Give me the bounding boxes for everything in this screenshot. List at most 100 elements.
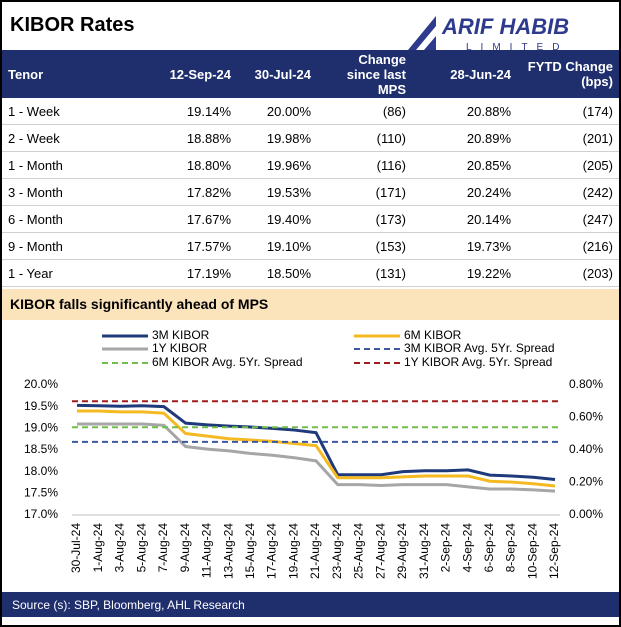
x-tick-label: 2-Sep-24 <box>439 523 453 573</box>
table-row: 1 - Month 18.80% 19.96% (116) 20.85% (205) <box>2 151 619 179</box>
table-cell: 20.14% <box>412 205 517 233</box>
y-tick-label: 18.5% <box>24 442 58 456</box>
logo: ARIF HABIB LIMITED <box>408 14 569 53</box>
x-tick-label: 31-Aug-24 <box>417 523 431 579</box>
table-row: 2 - Week 18.88% 19.98% (110) 20.89% (201) <box>2 124 619 152</box>
legend-label: 6M KIBOR Avg. 5Yr. Spread <box>152 355 303 369</box>
table-cell: 20.00% <box>237 98 317 125</box>
x-tick-label: 7-Aug-24 <box>156 523 170 573</box>
column-header: 12-Sep-24 <box>132 50 237 98</box>
table-cell: 1 - Week <box>2 98 132 125</box>
x-tick-label: 21-Aug-24 <box>308 523 322 579</box>
table-cell: 19.14% <box>132 98 237 125</box>
series-line <box>77 409 556 488</box>
table-cell: 1 - Year <box>2 259 132 287</box>
table-cell: 20.24% <box>412 178 517 206</box>
table-cell: 1 - Month <box>2 151 132 179</box>
table-cell: (203) <box>517 259 619 287</box>
x-tick-label: 3-Aug-24 <box>113 523 127 573</box>
source: Source (s): SBP, Bloomberg, AHL Research <box>12 598 245 612</box>
table-row: 1 - Year 17.19% 18.50% (131) 19.22% (203) <box>2 259 619 287</box>
chart: 17.0% 17.5% 18.0% 18.5% 19.0% 19.5% 20.0% 0.00%… <box>24 328 603 579</box>
y2-tick-label: 0.00% <box>569 507 603 521</box>
table-cell: 18.88% <box>132 124 237 152</box>
chart-title: KIBOR falls significantly ahead of MPS <box>10 296 269 312</box>
table-cell: 19.22% <box>412 259 517 287</box>
table-cell: 19.53% <box>237 178 317 206</box>
x-tick-label: 23-Aug-24 <box>330 523 344 579</box>
table-cell: (116) <box>317 151 412 179</box>
table-cell: (153) <box>317 232 412 260</box>
x-tick-label: 10-Sep-24 <box>525 523 539 579</box>
table-cell: (171) <box>317 178 412 206</box>
x-tick-label: 25-Aug-24 <box>352 523 366 579</box>
y2-tick-label: 0.80% <box>569 377 603 391</box>
column-header: 30-Jul-24 <box>237 50 317 98</box>
y-tick-label: 17.0% <box>24 507 58 521</box>
table-cell: 3 - Month <box>2 178 132 206</box>
table-cell: 17.19% <box>132 259 237 287</box>
y-tick-label: 18.0% <box>24 464 58 478</box>
x-tick-label: 17-Aug-24 <box>265 523 279 579</box>
x-tick-label: 8-Sep-24 <box>504 523 518 573</box>
x-tick-label: 19-Aug-24 <box>286 523 300 579</box>
y2-tick-label: 0.20% <box>569 475 603 489</box>
table-cell: (242) <box>517 178 619 206</box>
table-cell: 20.89% <box>412 124 517 152</box>
x-tick-label: 15-Aug-24 <box>243 523 257 579</box>
x-tick-label: 30-Jul-24 <box>69 523 83 573</box>
rates-table: Tenor 12-Sep-24 30-Jul-24 Change since last… <box>2 50 619 287</box>
table-cell: 6 - Month <box>2 205 132 233</box>
y2-tick-label: 0.40% <box>569 442 603 456</box>
table-cell: 19.73% <box>412 232 517 260</box>
column-header: Tenor <box>2 50 132 98</box>
series-line <box>76 403 556 481</box>
footer: Source (s): SBP, Bloomberg, AHL Research <box>2 592 619 617</box>
y-tick-label: 17.5% <box>24 486 58 500</box>
logo-icon <box>424 36 436 50</box>
y2-tick-label: 0.60% <box>569 410 603 424</box>
column-header: 28-Jun-24 <box>412 50 517 98</box>
legend-label: 1Y KIBOR <box>152 341 207 355</box>
table-cell: 18.50% <box>237 259 317 287</box>
table-cell: (205) <box>517 151 619 179</box>
legend-label: 1Y KIBOR Avg. 5Yr. Spread <box>404 355 552 369</box>
table-cell: (201) <box>517 124 619 152</box>
table-cell: 19.96% <box>237 151 317 179</box>
table-cell: 19.10% <box>237 232 317 260</box>
table-cell: (86) <box>317 98 412 125</box>
table-cell: 17.67% <box>132 205 237 233</box>
table-row: 1 - Week 19.14% 20.00% (86) 20.88% (174) <box>2 98 619 125</box>
x-tick-label: 4-Sep-24 <box>460 523 474 573</box>
y-tick-label: 19.0% <box>24 421 58 435</box>
table-cell: 20.85% <box>412 151 517 179</box>
x-tick-label: 5-Aug-24 <box>134 523 148 573</box>
table-cell: 17.82% <box>132 178 237 206</box>
chart-title-band: KIBOR falls significantly ahead of MPS <box>2 289 619 320</box>
table-row: 3 - Month 17.82% 19.53% (171) 20.24% (242) <box>2 178 619 206</box>
x-tick-label: 13-Aug-24 <box>221 523 235 579</box>
table-row: 9 - Month 17.57% 19.10% (153) 19.73% (216) <box>2 232 619 260</box>
legend-label: 3M KIBOR <box>152 328 210 342</box>
table-cell: (216) <box>517 232 619 260</box>
x-tick-label: 29-Aug-24 <box>395 523 409 579</box>
x-tick-label: 11-Aug-24 <box>200 523 214 578</box>
logo-name: ARIF HABIB <box>441 14 569 39</box>
series-line <box>77 422 556 493</box>
x-tick-label: 12-Sep-24 <box>547 523 561 579</box>
table-cell: (174) <box>517 98 619 125</box>
y-tick-label: 20.0% <box>24 377 58 391</box>
x-tick-label: 6-Sep-24 <box>482 523 496 573</box>
title: KIBOR Rates <box>10 14 135 36</box>
header: KIBOR Rates ARIF HABIB LIMITED <box>2 2 619 53</box>
table-cell: (110) <box>317 124 412 152</box>
table-cell: 2 - Week <box>2 124 132 152</box>
legend-label: 6M KIBOR <box>404 328 462 342</box>
x-tick-label: 1-Aug-24 <box>91 523 105 573</box>
column-header: FYTD Change (bps) <box>517 50 619 98</box>
table-cell: (131) <box>317 259 412 287</box>
x-tick-label: 27-Aug-24 <box>373 523 387 579</box>
column-header: Change since last MPS <box>317 50 412 98</box>
table-cell: 20.88% <box>412 98 517 125</box>
